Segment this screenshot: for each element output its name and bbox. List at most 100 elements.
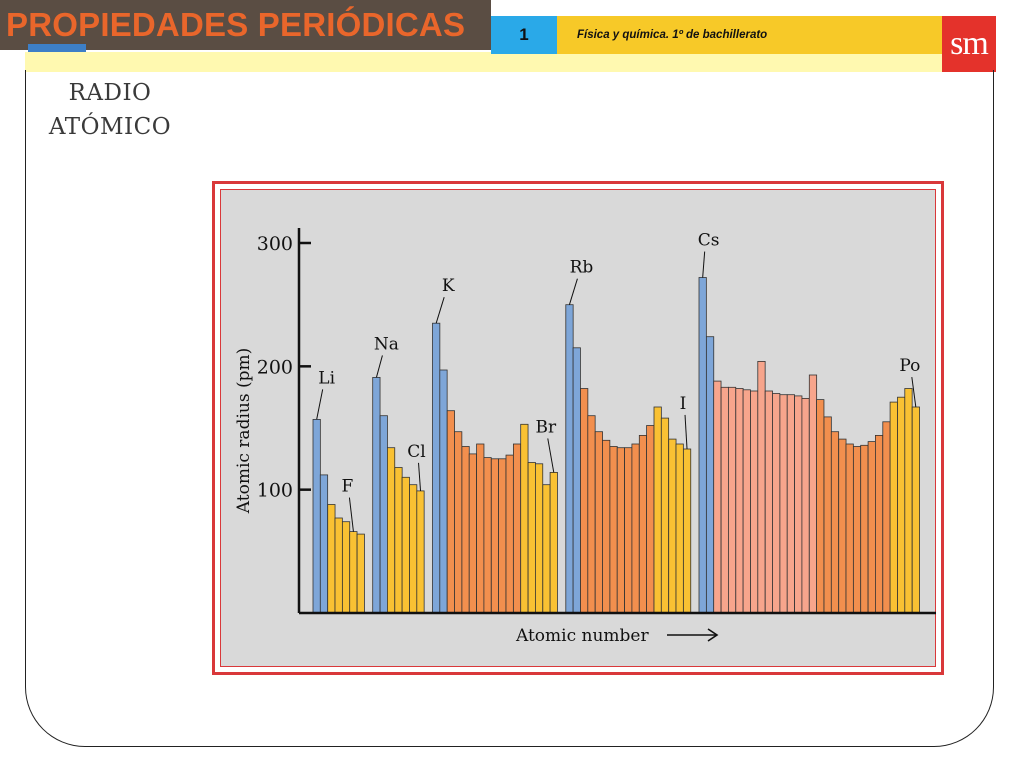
chart-bar [446, 410, 455, 614]
chart-bar [372, 376, 381, 614]
chart-bar [594, 431, 603, 614]
chart-bar [490, 458, 500, 614]
chart-bar [638, 434, 648, 614]
y-tick-label: 300 [257, 233, 293, 255]
annotation-leader [375, 355, 383, 378]
chart-bar [904, 388, 913, 614]
chart-bar [853, 446, 862, 614]
chart-bar [587, 415, 596, 614]
annotation-leader [348, 497, 354, 532]
y-tick-label: 200 [257, 356, 293, 378]
title-banner: PROPIEDADES PERIÓDICAS [0, 0, 491, 50]
chart-bar [838, 438, 847, 614]
section-title: RADIO ATÓMICO [30, 76, 190, 144]
chart-bar [779, 394, 788, 614]
annotation-cl: Cl [407, 442, 425, 462]
chart-bar [319, 474, 329, 614]
annotation-f: F [342, 477, 354, 497]
chart-bar [750, 390, 759, 614]
chart-bar [580, 388, 589, 614]
chart-bar [653, 406, 662, 614]
slide-frame [25, 70, 994, 747]
chart-bar [624, 447, 633, 614]
chart-bar [334, 517, 343, 614]
chart-bar [801, 397, 810, 614]
course-banner: Física y química. 1º de bachillerato [557, 16, 942, 54]
chart-bar [505, 454, 514, 614]
chart-bar [646, 425, 655, 614]
unit-number-badge: 1 [491, 16, 557, 54]
section-title-line-2: ATÓMICO [48, 114, 172, 140]
chart-bar [342, 521, 351, 614]
chart-bar [682, 448, 692, 614]
annotation-k: K [442, 276, 455, 296]
chart-bar [889, 401, 898, 614]
x-axis-label: Atomic number [515, 626, 649, 646]
chart-bar [720, 386, 729, 614]
chart-bar [416, 490, 425, 614]
chart-bar [675, 443, 684, 614]
frame-corner [25, 70, 46, 100]
chart-bar [527, 462, 536, 614]
chart-bar [542, 484, 551, 614]
chart-bar [875, 434, 884, 614]
chart-bar [498, 458, 507, 614]
annotation-leader [418, 462, 422, 491]
course-label: Física y química. 1º de bachillerato [577, 29, 768, 41]
chart-bar [911, 406, 920, 614]
x-axis-arrowhead [707, 628, 719, 642]
chart-bar [512, 443, 522, 614]
yellow-strip-decoration [25, 52, 945, 72]
chart-bar [616, 447, 625, 614]
annotation-leader [316, 389, 324, 420]
chart-bar [609, 446, 618, 614]
page-title: PROPIEDADES PERIÓDICAS [6, 6, 466, 43]
chart-bar [394, 467, 403, 614]
chart-bar [631, 443, 640, 614]
chart-bar [786, 394, 795, 614]
chart-bar [882, 421, 891, 614]
chart-bar [660, 417, 670, 614]
chart-bar [386, 447, 396, 614]
atomic-radius-chart: 100 200 300 Atomic radius (pm) Atomic number… [234, 228, 936, 646]
chart-bar [897, 396, 906, 614]
chart-bar [349, 531, 358, 614]
chart-bar [356, 533, 365, 614]
blue-tab-decoration [28, 44, 86, 54]
annotation-li: Li [318, 368, 335, 388]
chart-bar [520, 423, 529, 614]
chart-bar [705, 336, 715, 614]
chart-bar [432, 322, 441, 614]
chart-bar [742, 389, 751, 614]
chart-bar [808, 374, 818, 614]
chart-bar [845, 443, 854, 614]
chart-panel: 100 200 300 Atomic radius (pm) Atomic number… [220, 189, 936, 667]
annotation-leader [547, 438, 555, 473]
chart-bar [439, 369, 448, 614]
annotation-leader [435, 297, 445, 324]
chart-bar [698, 277, 707, 614]
chart-bar [727, 386, 737, 614]
chart-bar [565, 304, 574, 614]
header-bar: PROPIEDADES PERIÓDICAS 1 Física y químic… [0, 0, 1024, 72]
annotation-i: I [680, 394, 687, 414]
y-axis-label: Atomic radius (pm) [234, 348, 254, 514]
annotation-rb: Rb [570, 258, 594, 278]
chart-bar [602, 439, 611, 614]
chart-bar [772, 393, 781, 614]
chart-bar [713, 380, 722, 614]
section-title-line-1: RADIO [68, 80, 152, 106]
annotation-na: Na [374, 334, 399, 354]
chart-bar [794, 395, 803, 614]
annotation-po: Po [899, 356, 920, 376]
chart-bar [823, 416, 832, 614]
chart-bar [830, 431, 840, 614]
chart-bar [816, 399, 825, 614]
annotation-leader [684, 414, 688, 449]
chart-bar [735, 388, 744, 614]
annotation-leader [702, 251, 706, 278]
chart-bar [312, 418, 321, 614]
chart-bar [468, 453, 477, 614]
chart-bar [401, 476, 410, 614]
annotation-cs: Cs [698, 231, 720, 251]
